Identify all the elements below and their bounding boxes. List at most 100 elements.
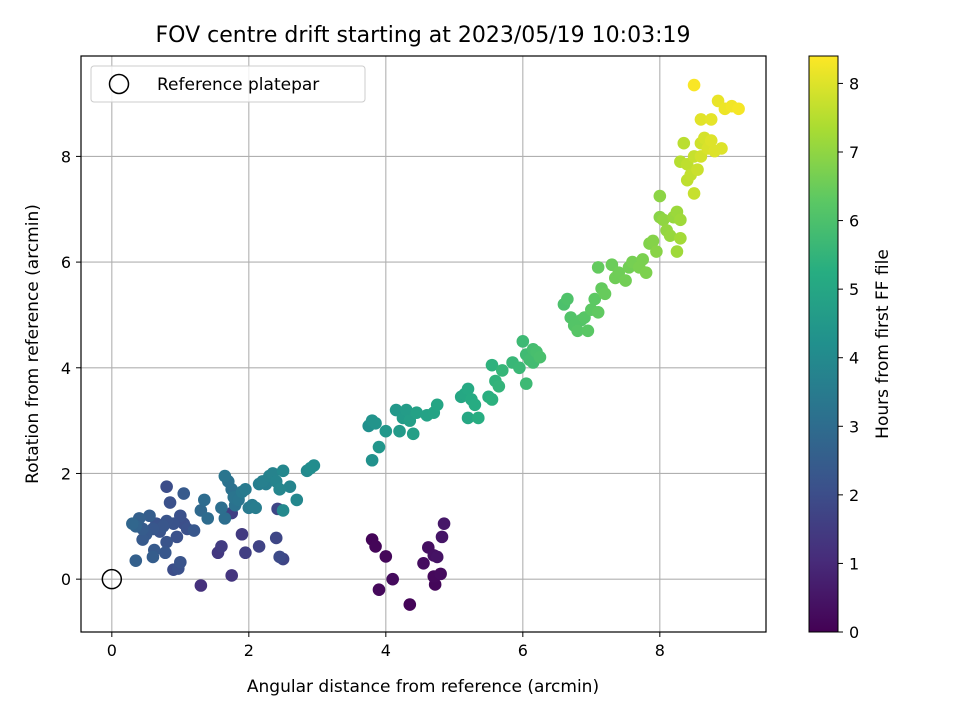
data-point <box>639 266 653 279</box>
data-point <box>369 540 382 553</box>
data-point <box>519 377 533 390</box>
data-point <box>687 187 701 200</box>
data-point <box>290 493 304 507</box>
data-point <box>160 535 173 549</box>
data-point <box>252 540 266 553</box>
legend-marker <box>108 73 130 95</box>
data-point <box>239 546 252 560</box>
data-point <box>239 483 252 496</box>
data-point <box>273 483 286 496</box>
data-point <box>472 411 485 425</box>
data-point <box>249 501 262 515</box>
data-point <box>215 540 228 553</box>
data-point <box>160 480 173 493</box>
data-point <box>386 572 399 586</box>
data-point <box>225 569 238 582</box>
data-point <box>406 427 420 441</box>
data-point <box>187 524 201 537</box>
data-point <box>636 253 649 266</box>
y-axis-ticks: 0 2 4 6 8 <box>61 147 81 589</box>
legend-box <box>90 65 366 103</box>
data-point <box>372 440 386 454</box>
data-point <box>198 493 211 507</box>
data-point <box>650 245 663 258</box>
reference-platepar-marker <box>101 568 123 590</box>
data-point <box>410 406 423 419</box>
chart-title: FOV centre drift starting at 2023/05/19 … <box>156 23 691 48</box>
data-point <box>516 335 530 348</box>
colorbar-tick-label: 6 <box>849 212 859 231</box>
y-tick-label: 8 <box>61 147 71 166</box>
data-point <box>591 261 605 274</box>
data-point <box>598 287 612 301</box>
data-point <box>619 274 632 287</box>
data-point <box>461 382 475 396</box>
data-point <box>588 292 602 306</box>
data-point <box>646 234 660 248</box>
data-point <box>461 411 475 425</box>
data-point <box>403 598 417 611</box>
data-point <box>269 531 283 545</box>
x-tick-label: 0 <box>107 641 117 660</box>
colorbar-tick-label: 2 <box>849 486 859 505</box>
data-point <box>704 134 718 147</box>
data-point <box>136 533 149 546</box>
legend-label-reference-platepar: Reference platepar <box>157 75 319 95</box>
data-point <box>235 527 249 541</box>
data-point <box>492 379 506 393</box>
data-point <box>170 530 184 544</box>
data-point <box>435 530 449 544</box>
data-point <box>365 453 379 467</box>
data-point <box>677 136 691 150</box>
data-point <box>201 512 215 525</box>
data-point <box>571 324 584 338</box>
data-point <box>533 350 547 364</box>
y-tick-label: 2 <box>61 464 71 483</box>
data-point <box>304 461 317 475</box>
colorbar-tick-label: 0 <box>849 623 859 642</box>
data-point <box>174 555 187 569</box>
data-point <box>218 469 232 483</box>
y-tick-label: 0 <box>61 570 71 589</box>
data-point <box>437 517 451 530</box>
x-axis-label: Angular distance from reference (arcmin) <box>247 677 599 697</box>
x-axis-ticks: 0 2 4 6 8 <box>107 632 665 660</box>
data-point <box>156 520 170 533</box>
data-point <box>177 487 191 500</box>
plot-frame <box>80 55 767 633</box>
data-point <box>485 393 499 406</box>
data-point <box>379 424 393 438</box>
data-point <box>715 142 728 155</box>
data-point <box>146 550 160 564</box>
data-point <box>653 189 667 203</box>
colorbar-label: Hours from first FF file <box>873 249 893 439</box>
x-tick-label: 4 <box>381 641 391 660</box>
x-tick-label: 6 <box>518 641 528 660</box>
data-point <box>430 550 444 564</box>
colorbar-tick-label: 1 <box>849 554 859 573</box>
data-point <box>430 398 444 412</box>
data-point <box>400 403 413 417</box>
data-point <box>215 501 228 515</box>
data-point <box>561 292 574 306</box>
data-point <box>143 509 156 523</box>
data-point <box>591 305 605 319</box>
grid-lines <box>81 56 766 632</box>
colorbar-tick-label: 4 <box>849 349 859 368</box>
data-point <box>434 567 447 581</box>
data-point <box>468 398 482 412</box>
data-point <box>691 163 704 176</box>
data-point <box>704 113 718 126</box>
data-point <box>276 464 290 478</box>
data-point <box>694 113 708 126</box>
data-point <box>273 550 286 564</box>
data-point <box>379 550 393 563</box>
data-point <box>732 102 745 116</box>
data-point <box>670 245 684 258</box>
data-point <box>372 583 386 597</box>
y-axis-label: Rotation from reference (arcmin) <box>23 204 43 484</box>
colorbar-tick-label: 3 <box>849 417 859 436</box>
data-point <box>126 517 139 530</box>
data-point <box>129 554 143 567</box>
